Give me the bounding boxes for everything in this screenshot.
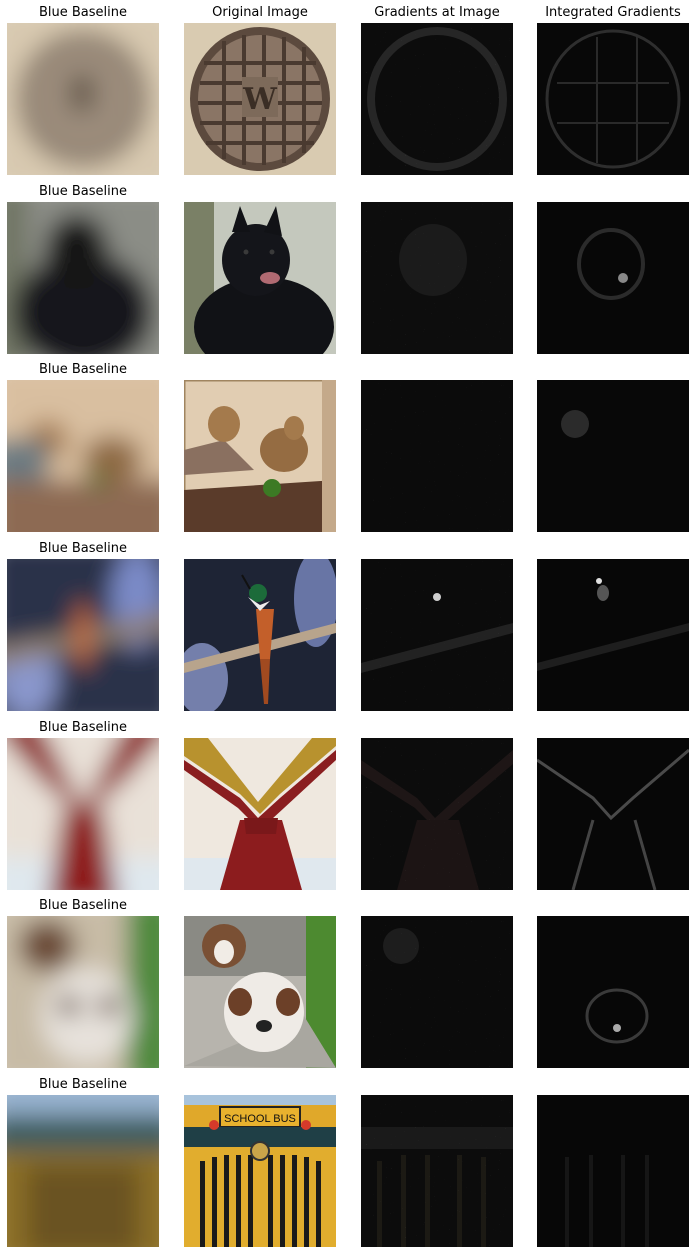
integrated-gradients-map: [537, 23, 689, 175]
blue-baseline-image: [7, 738, 159, 890]
integrated-gradients-map: [537, 738, 689, 890]
integrated-gradients-map: [537, 559, 689, 711]
original-image: [184, 380, 336, 532]
original-image: [184, 559, 336, 711]
blue-baseline-image: [7, 916, 159, 1068]
integrated-gradients-map: [537, 916, 689, 1068]
original-image: W: [184, 23, 336, 175]
gradients-map: [361, 738, 513, 890]
blue-baseline-image: [7, 380, 159, 532]
blue-baseline-image: [7, 559, 159, 711]
row-title-blue-baseline: Blue Baseline: [38, 541, 128, 556]
row-title-blue-baseline: Blue Baseline: [38, 184, 128, 199]
column-title-blue-baseline: Blue Baseline: [38, 5, 128, 20]
integrated-gradients-map: [537, 202, 689, 354]
row-title-blue-baseline: Blue Baseline: [38, 720, 128, 735]
column-title-original-image: Original Image: [212, 5, 308, 20]
original-image: SCHOOL BUS: [184, 1095, 336, 1247]
column-title-integrated-gradients: Integrated Gradients: [545, 5, 681, 20]
gradients-map: [361, 916, 513, 1068]
blue-baseline-image: [7, 202, 159, 354]
gradients-map: [361, 559, 513, 711]
gradients-map: [361, 1095, 513, 1247]
blue-baseline-image: [7, 1095, 159, 1247]
row-title-blue-baseline: Blue Baseline: [38, 1077, 128, 1092]
original-image: [184, 916, 336, 1068]
integrated-gradients-map: [537, 380, 689, 532]
row-title-blue-baseline: Blue Baseline: [38, 898, 128, 913]
manhole-letter: W: [242, 82, 278, 117]
original-image: [184, 738, 336, 890]
gradients-map: [361, 380, 513, 532]
row-title-blue-baseline: Blue Baseline: [38, 362, 128, 377]
bus-sign-text: SCHOOL BUS: [224, 1113, 296, 1125]
blue-baseline-image: [7, 23, 159, 175]
original-image: [184, 202, 336, 354]
gradients-map: [361, 23, 513, 175]
column-title-gradients: Gradients at Image: [374, 5, 500, 20]
gradients-map: [361, 202, 513, 354]
integrated-gradients-map: [537, 1095, 689, 1247]
